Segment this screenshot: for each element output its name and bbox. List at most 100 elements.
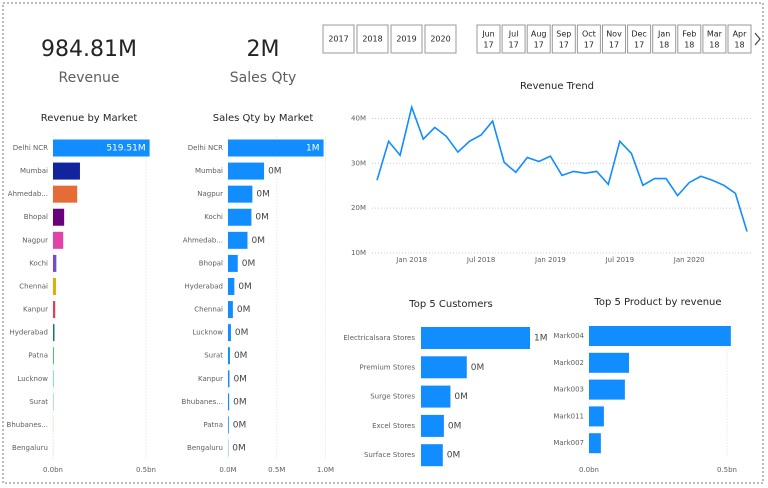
bar bbox=[589, 433, 601, 454]
month-button[interactable] bbox=[602, 24, 626, 54]
chart-title: Sales Qty by Market bbox=[213, 113, 314, 124]
bar bbox=[421, 385, 451, 408]
bar bbox=[228, 416, 229, 434]
month-button-label: Nov bbox=[606, 30, 622, 39]
month-button-label: Dec bbox=[631, 30, 646, 39]
month-button-year: 17 bbox=[509, 41, 519, 50]
data-label: 1M bbox=[306, 144, 320, 154]
bar bbox=[228, 370, 230, 388]
month-button-year: 17 bbox=[584, 41, 594, 50]
year-button-label: 2020 bbox=[430, 35, 450, 44]
month-button[interactable] bbox=[702, 24, 727, 54]
card-value: 2M bbox=[247, 37, 280, 62]
y-category-label: Patna bbox=[28, 352, 48, 360]
card-value: 984.81M bbox=[41, 37, 137, 62]
y-category-label: Kochi bbox=[29, 259, 48, 267]
x-tick-label: 0.5M bbox=[268, 466, 285, 474]
slicer-next-arrow[interactable] bbox=[754, 32, 761, 46]
y-category-label: Bhubanes... bbox=[182, 398, 223, 406]
y-category-label: Chennai bbox=[194, 306, 223, 314]
bar bbox=[228, 254, 238, 272]
month-button[interactable] bbox=[501, 24, 526, 54]
data-label: 0M bbox=[233, 397, 247, 407]
y-category-label: Kochi bbox=[204, 213, 223, 221]
chart-title: Revenue Trend bbox=[520, 81, 594, 92]
x-tick-label: 0.0bn bbox=[43, 466, 63, 474]
bar bbox=[228, 347, 230, 365]
x-tick-label: Jul 2019 bbox=[605, 256, 635, 264]
y-category-label: Mumbai bbox=[195, 167, 223, 175]
bar bbox=[53, 208, 65, 226]
y-tick-label: 40M bbox=[351, 114, 366, 122]
month-button[interactable] bbox=[476, 24, 501, 54]
card-label: Revenue bbox=[59, 70, 120, 86]
year-button[interactable] bbox=[390, 24, 423, 54]
bar bbox=[53, 370, 54, 388]
data-label: 0M bbox=[237, 305, 251, 315]
data-label: 0M bbox=[235, 328, 249, 338]
y-category-label: Excel Stores bbox=[372, 422, 415, 430]
y-category-label: Patna bbox=[203, 421, 223, 429]
month-button[interactable] bbox=[526, 24, 551, 54]
x-tick-label: 0.5bn bbox=[717, 466, 737, 474]
month-button-year: 18 bbox=[684, 41, 694, 50]
chart-title: Revenue by Market bbox=[41, 113, 138, 124]
year-button[interactable] bbox=[356, 24, 389, 54]
data-label: 0M bbox=[242, 259, 256, 269]
y-category-label: Ahmedab... bbox=[8, 190, 48, 198]
page-border bbox=[2, 2, 764, 484]
month-button-year: 18 bbox=[659, 41, 669, 50]
month-button[interactable] bbox=[652, 24, 677, 54]
bar bbox=[228, 277, 235, 295]
month-button[interactable] bbox=[677, 24, 702, 54]
month-button[interactable] bbox=[576, 24, 601, 54]
y-category-label: Kanpur bbox=[198, 375, 223, 383]
bar bbox=[228, 208, 252, 226]
bar bbox=[53, 185, 78, 203]
y-category-label: Bhopal bbox=[24, 213, 48, 221]
month-button[interactable] bbox=[727, 24, 752, 54]
data-label: 0M bbox=[471, 363, 485, 373]
data-label: 0M bbox=[255, 213, 269, 223]
x-tick-label: 0.0M bbox=[219, 466, 236, 474]
year-button[interactable] bbox=[424, 24, 457, 54]
card-label: Sales Qty bbox=[230, 70, 297, 86]
x-tick-label: Jul 2018 bbox=[466, 256, 496, 264]
bar bbox=[228, 301, 233, 319]
x-tick-label: Jan 2019 bbox=[534, 256, 566, 264]
bar bbox=[53, 231, 64, 249]
month-button[interactable] bbox=[551, 24, 576, 54]
bar bbox=[53, 301, 56, 319]
y-tick-label: 10M bbox=[351, 249, 366, 257]
bar bbox=[228, 185, 253, 203]
month-button-year: 17 bbox=[483, 41, 493, 50]
month-button-label: Jul bbox=[508, 30, 519, 39]
x-tick-label: 0.0bn bbox=[579, 466, 599, 474]
y-category-label: Hyderabad bbox=[10, 329, 49, 337]
month-button-label: Sep bbox=[556, 30, 571, 39]
y-category-label: Bengaluru bbox=[12, 444, 48, 452]
data-label: 0M bbox=[256, 190, 270, 200]
x-tick-label: Jan 2018 bbox=[395, 256, 427, 264]
data-label: 0M bbox=[268, 167, 282, 177]
month-button-year: 17 bbox=[609, 41, 619, 50]
y-category-label: Mumbai bbox=[20, 167, 48, 175]
data-label: 0M bbox=[447, 451, 461, 461]
y-tick-label: 30M bbox=[351, 159, 366, 167]
year-button[interactable] bbox=[322, 24, 355, 54]
month-button[interactable] bbox=[627, 24, 652, 54]
data-label: 0M bbox=[454, 392, 468, 402]
bar bbox=[589, 352, 630, 373]
y-category-label: Mark003 bbox=[553, 386, 584, 394]
data-label: 1M bbox=[534, 334, 548, 344]
bar bbox=[421, 444, 443, 467]
bar bbox=[421, 414, 444, 437]
y-category-label: Lucknow bbox=[192, 329, 223, 337]
year-button-label: 2019 bbox=[396, 35, 416, 44]
data-label: 0M bbox=[252, 236, 266, 246]
bar bbox=[53, 324, 55, 342]
y-category-label: Mark011 bbox=[553, 412, 584, 420]
month-button-label: Feb bbox=[682, 30, 696, 39]
y-category-label: Electricalsara Stores bbox=[343, 334, 415, 342]
